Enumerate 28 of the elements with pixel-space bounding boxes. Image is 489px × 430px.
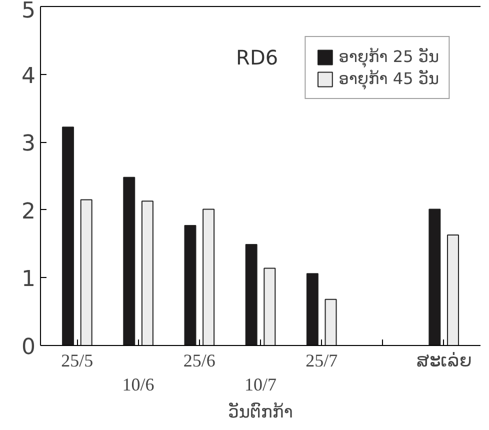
x-tick-label: 25/7 xyxy=(306,350,338,370)
bar xyxy=(184,224,196,346)
x-tick-label: ສະເລ່ຍ xyxy=(416,350,472,370)
bar xyxy=(202,208,215,346)
bar xyxy=(264,268,276,346)
bar xyxy=(324,298,337,346)
y-tick-label: 0 xyxy=(22,335,36,360)
bar xyxy=(428,208,441,346)
y-tick-label: 2 xyxy=(22,199,36,224)
x-tick-label: 10/6 xyxy=(122,374,154,394)
bar xyxy=(62,126,74,346)
bar xyxy=(141,200,154,346)
legend-label: ອາຍຸກ້າ 45 ວັນ xyxy=(338,69,439,88)
y-tick-label: 5 xyxy=(22,0,36,24)
text: RD6 xyxy=(236,45,278,70)
x-axis-title: ວັນຕົກກ້າ xyxy=(228,402,293,422)
x-tick-label: 25/6 xyxy=(183,350,216,370)
bar xyxy=(80,199,92,346)
y-tick-label: 4 xyxy=(22,64,36,89)
x-tick-label: 10/7 xyxy=(244,374,277,394)
legend-label: ອາຍຸກ້າ 25 ວັນ xyxy=(338,47,439,66)
y-tick-label: 3 xyxy=(22,132,36,157)
bar xyxy=(306,273,318,346)
bar xyxy=(447,234,459,346)
y-tick-label: 1 xyxy=(22,267,36,292)
bar xyxy=(123,176,136,346)
x-tick-label: 25/5 xyxy=(61,350,94,370)
bar xyxy=(245,244,258,346)
